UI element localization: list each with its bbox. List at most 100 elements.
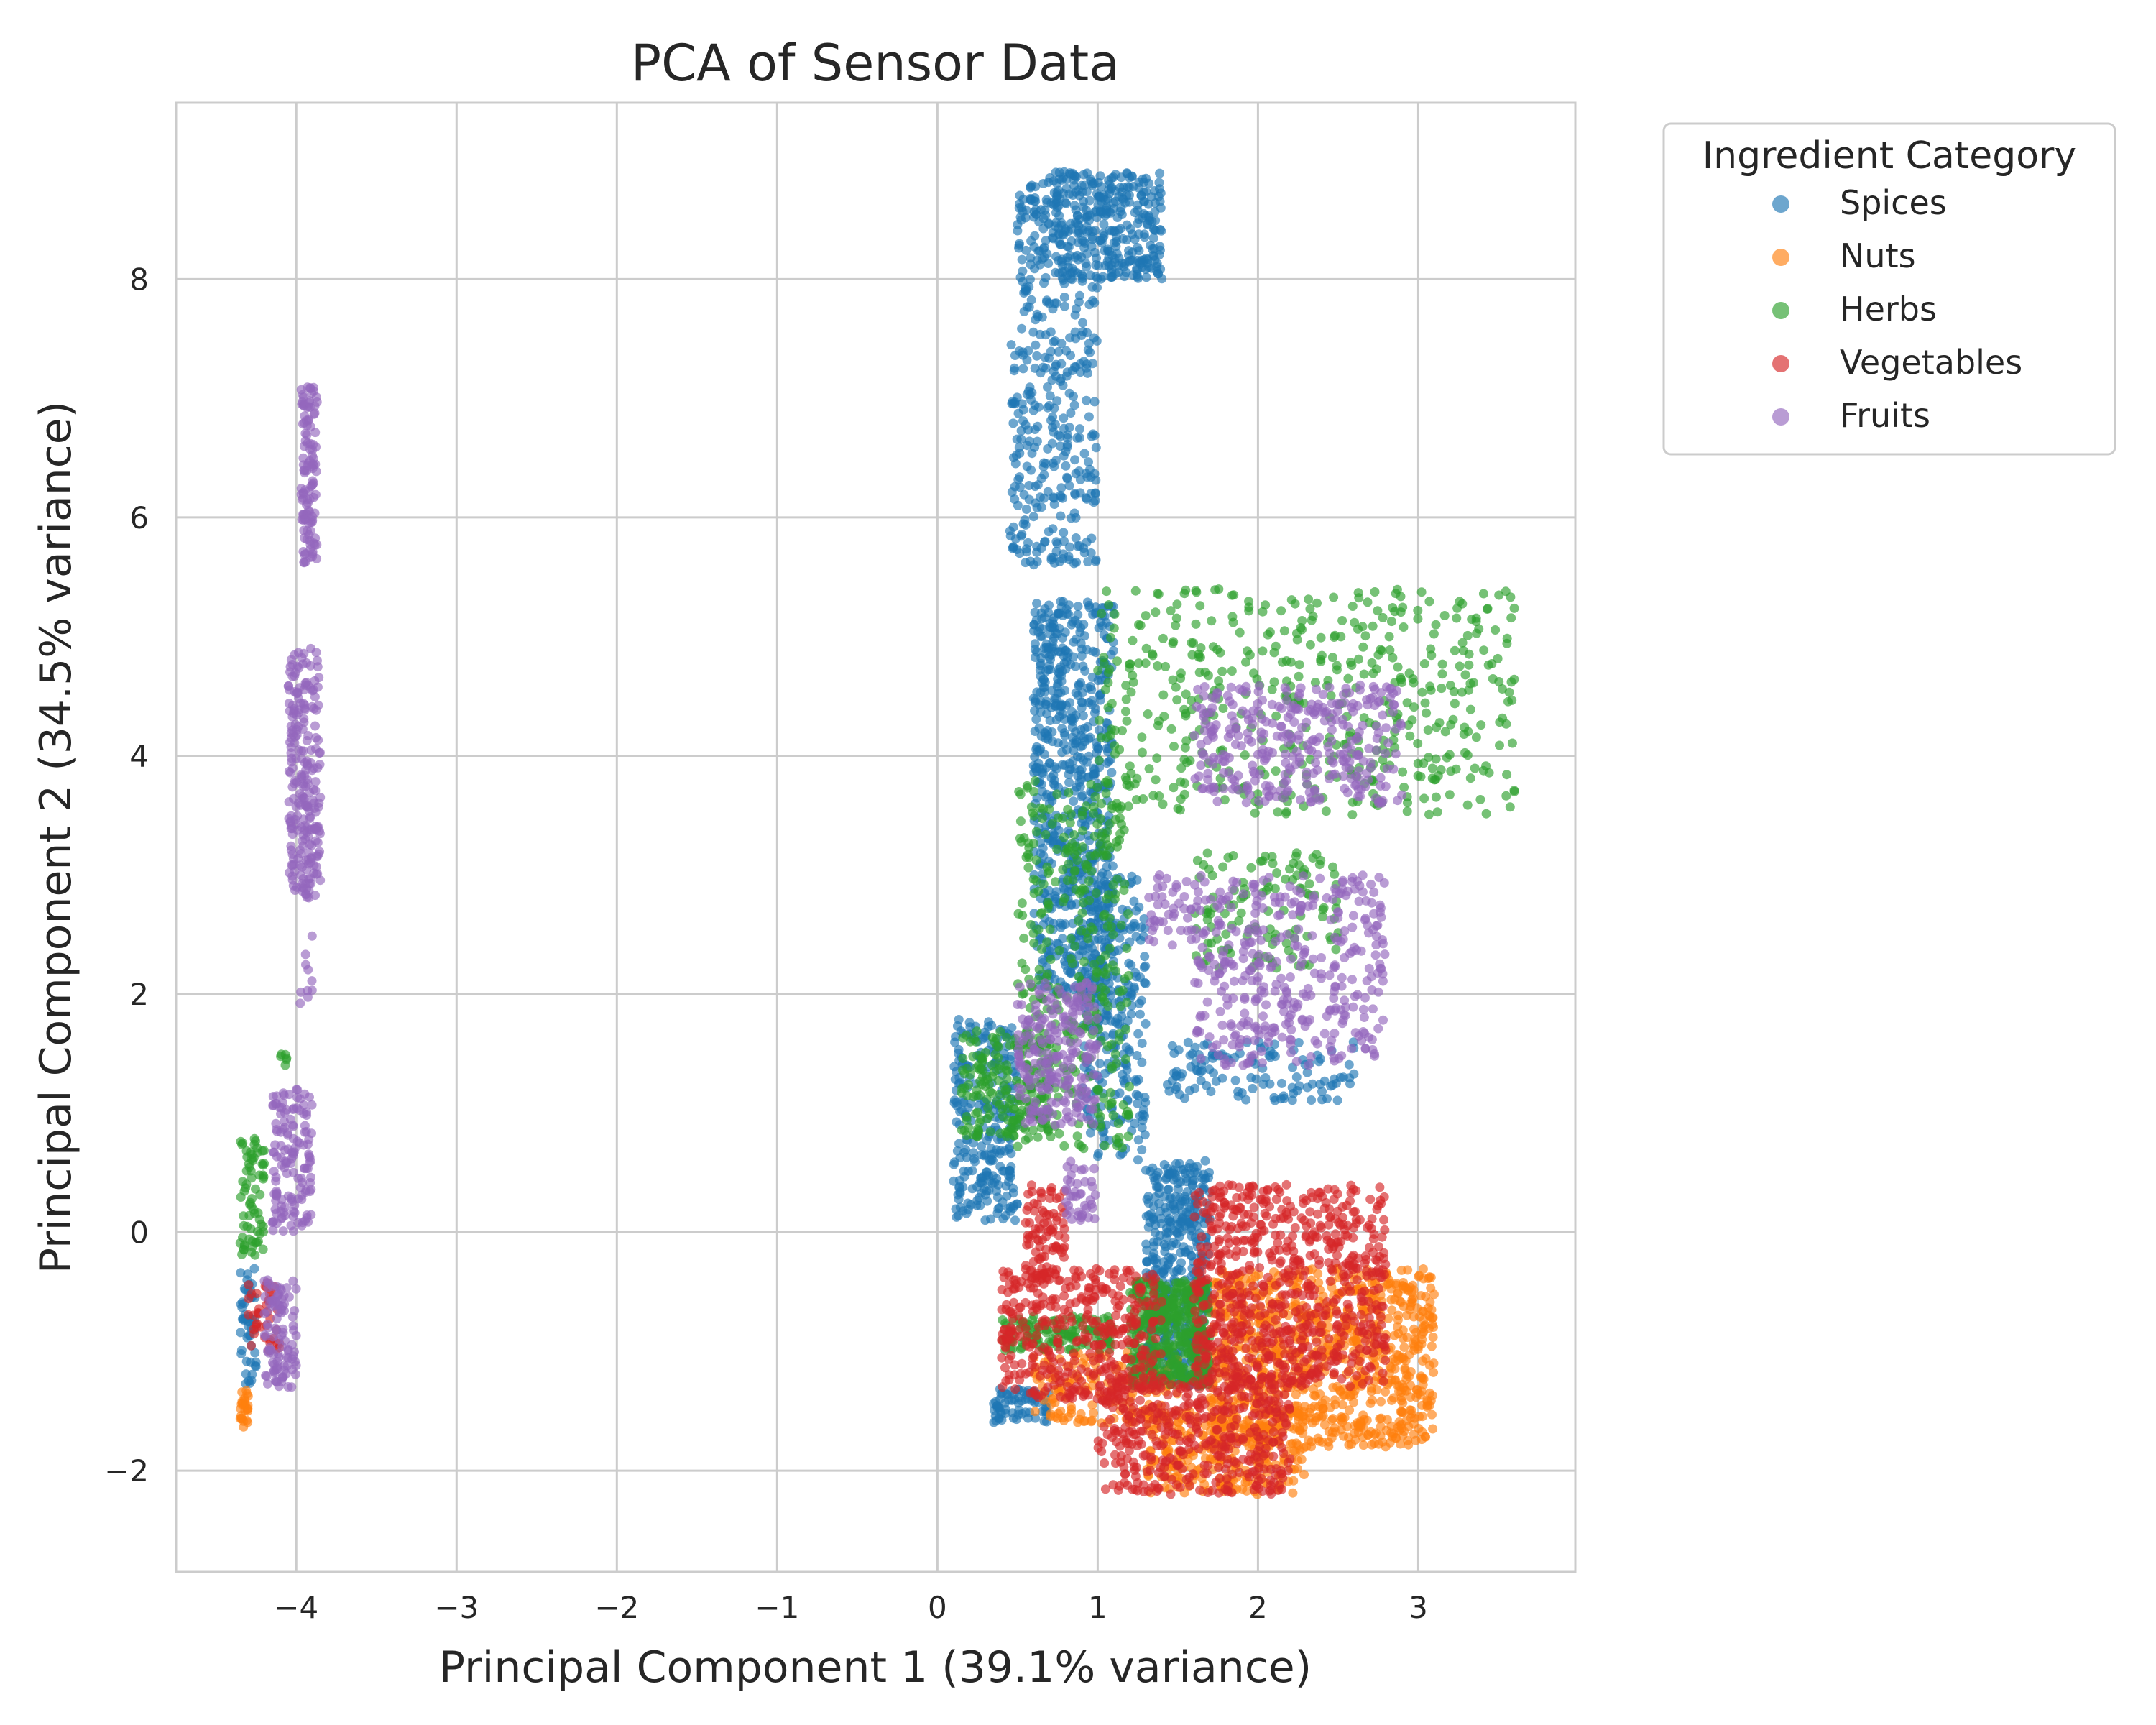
data-point — [1074, 1139, 1084, 1149]
data-point — [1445, 790, 1455, 800]
data-point — [1068, 652, 1078, 662]
data-point — [1189, 1175, 1199, 1185]
data-point — [1340, 1390, 1350, 1400]
data-point — [1054, 945, 1064, 955]
data-point — [1005, 526, 1015, 536]
data-point — [1307, 1095, 1317, 1105]
data-point — [1059, 528, 1069, 538]
data-point — [1039, 242, 1049, 252]
data-point — [1095, 1112, 1105, 1122]
data-point — [1099, 658, 1109, 668]
data-point — [1077, 651, 1087, 661]
data-point — [1103, 778, 1113, 788]
data-point — [1056, 492, 1066, 502]
data-point — [1102, 851, 1112, 861]
data-point — [1026, 259, 1036, 270]
data-point — [1079, 957, 1089, 967]
data-point — [1048, 524, 1058, 534]
data-point — [1070, 489, 1079, 499]
data-point — [1071, 688, 1081, 698]
data-point — [1007, 1023, 1017, 1033]
data-point — [1071, 533, 1081, 543]
data-point — [1258, 646, 1268, 656]
data-point — [1031, 196, 1041, 206]
data-point — [1042, 709, 1052, 719]
data-point — [1181, 1173, 1192, 1183]
data-point — [1026, 295, 1036, 305]
data-point — [1462, 800, 1473, 810]
data-point — [1457, 599, 1468, 609]
data-point — [1038, 179, 1049, 188]
data-point — [1123, 801, 1133, 811]
data-point — [1044, 866, 1054, 876]
data-point — [1277, 657, 1287, 667]
data-point — [1191, 619, 1201, 629]
data-point — [1064, 764, 1074, 774]
data-point — [1483, 604, 1493, 614]
data-point — [1043, 487, 1053, 497]
data-point — [1294, 671, 1304, 681]
data-point — [1036, 543, 1046, 553]
data-point — [1059, 832, 1069, 842]
data-point — [1388, 1393, 1399, 1403]
data-point — [1148, 791, 1158, 801]
data-point — [1103, 747, 1112, 757]
data-point — [1037, 254, 1047, 264]
data-point — [1211, 1076, 1221, 1086]
data-point — [1411, 1435, 1421, 1445]
data-point — [1030, 363, 1040, 373]
data-point — [1073, 254, 1083, 264]
data-point — [1081, 205, 1091, 215]
data-point — [1344, 1059, 1354, 1070]
data-point — [1393, 1310, 1404, 1320]
data-point — [1072, 1131, 1082, 1141]
data-point — [1110, 749, 1120, 759]
data-point — [1041, 829, 1051, 840]
data-point — [1181, 689, 1191, 699]
data-point — [1091, 704, 1101, 714]
data-point — [1056, 374, 1066, 384]
data-point — [1370, 1428, 1381, 1438]
data-point — [1134, 902, 1144, 912]
data-point — [1059, 651, 1069, 661]
data-point — [1375, 1414, 1385, 1424]
data-point — [1420, 698, 1430, 708]
data-point — [1455, 661, 1465, 671]
data-point — [1158, 1257, 1169, 1267]
data-point — [1180, 1247, 1190, 1257]
data-point — [1051, 877, 1061, 887]
data-point — [1168, 675, 1178, 685]
data-point — [1349, 1069, 1359, 1079]
data-point — [1373, 1439, 1383, 1449]
data-point — [1233, 1087, 1243, 1097]
data-point — [1265, 1079, 1275, 1089]
data-point — [1102, 732, 1112, 742]
data-point — [1056, 339, 1067, 349]
data-point — [1141, 611, 1151, 621]
data-point — [1192, 1162, 1202, 1172]
data-point — [1360, 631, 1370, 641]
data-point — [1095, 191, 1105, 201]
data-point — [1095, 955, 1105, 965]
data-point — [1320, 1395, 1330, 1405]
data-point — [1289, 1476, 1299, 1486]
data-point — [1032, 599, 1042, 609]
data-point — [977, 1141, 986, 1151]
data-point — [1258, 607, 1268, 617]
data-point — [1069, 400, 1079, 410]
data-point — [1036, 661, 1046, 671]
data-point — [1008, 418, 1018, 428]
data-point — [1079, 543, 1089, 553]
data-point — [1094, 755, 1104, 765]
data-point — [1330, 1427, 1340, 1437]
data-point — [1421, 1353, 1431, 1363]
data-point — [1180, 1220, 1190, 1230]
data-point — [1052, 938, 1062, 948]
data-point — [1107, 699, 1117, 709]
data-point — [1052, 203, 1062, 213]
data-point — [1105, 1087, 1115, 1098]
data-point — [1151, 775, 1161, 785]
data-point — [1449, 686, 1459, 696]
data-point — [1235, 627, 1245, 638]
data-point — [1323, 1437, 1333, 1447]
